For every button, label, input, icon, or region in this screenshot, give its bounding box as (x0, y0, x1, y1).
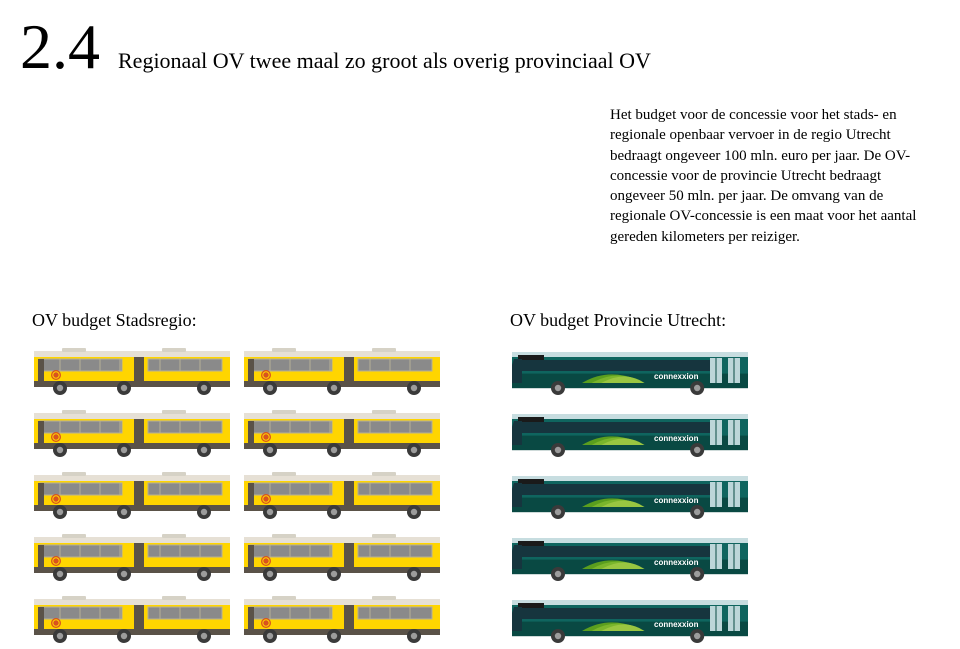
yellow-bus-icon (32, 531, 232, 583)
columns-container: OV budget Stadsregio: (32, 310, 928, 645)
bus-item (242, 531, 442, 583)
teal-bus-icon: connexxion (510, 531, 750, 583)
yellow-bus-icon (32, 469, 232, 521)
yellow-bus-icon (242, 469, 442, 521)
bus-row: connexxion (510, 407, 928, 459)
bus-row (32, 345, 450, 397)
bus-item: connexxion (510, 531, 750, 583)
bus-row (32, 531, 450, 583)
page-header: 2.4 Regionaal OV twee maal zo groot als … (0, 0, 960, 84)
left-column-title: OV budget Stadsregio: (32, 310, 450, 331)
bus-row (32, 593, 450, 645)
bus-item (32, 593, 232, 645)
bus-item: connexxion (510, 345, 750, 397)
yellow-bus-icon (242, 345, 442, 397)
left-bus-grid (32, 345, 450, 645)
bus-item (32, 345, 232, 397)
bus-item (242, 407, 442, 459)
bus-item (32, 531, 232, 583)
bus-row: connexxion (510, 593, 928, 645)
bus-row: connexxion (510, 345, 928, 397)
bus-row (32, 407, 450, 459)
right-bus-grid: connexxion connexxion connexxion (510, 345, 928, 645)
section-title: Regionaal OV twee maal zo groot als over… (118, 48, 651, 74)
body-paragraph: Het budget voor de concessie voor het st… (610, 105, 920, 247)
bus-item (242, 345, 442, 397)
bus-item (242, 593, 442, 645)
yellow-bus-icon (32, 345, 232, 397)
section-number: 2.4 (20, 10, 100, 84)
bus-item: connexxion (510, 407, 750, 459)
yellow-bus-icon (242, 531, 442, 583)
bus-item (32, 407, 232, 459)
teal-bus-icon: connexxion (510, 407, 750, 459)
yellow-bus-icon (32, 593, 232, 645)
right-column-title: OV budget Provincie Utrecht: (510, 310, 928, 331)
svg-text:connexxion: connexxion (654, 434, 699, 443)
right-column: OV budget Provincie Utrecht: connexxion … (510, 310, 928, 645)
bus-row: connexxion (510, 531, 928, 583)
bus-item (32, 469, 232, 521)
bus-row: connexxion (510, 469, 928, 521)
teal-bus-icon: connexxion (510, 469, 750, 521)
left-column: OV budget Stadsregio: (32, 310, 450, 645)
teal-bus-icon: connexxion (510, 593, 750, 645)
teal-bus-icon: connexxion (510, 345, 750, 397)
yellow-bus-icon (242, 407, 442, 459)
bus-item: connexxion (510, 469, 750, 521)
yellow-bus-icon (32, 407, 232, 459)
bus-item (242, 469, 442, 521)
svg-text:connexxion: connexxion (654, 620, 699, 629)
bus-row (32, 469, 450, 521)
svg-text:connexxion: connexxion (654, 496, 699, 505)
svg-text:connexxion: connexxion (654, 372, 699, 381)
svg-text:connexxion: connexxion (654, 558, 699, 567)
bus-item: connexxion (510, 593, 750, 645)
yellow-bus-icon (242, 593, 442, 645)
